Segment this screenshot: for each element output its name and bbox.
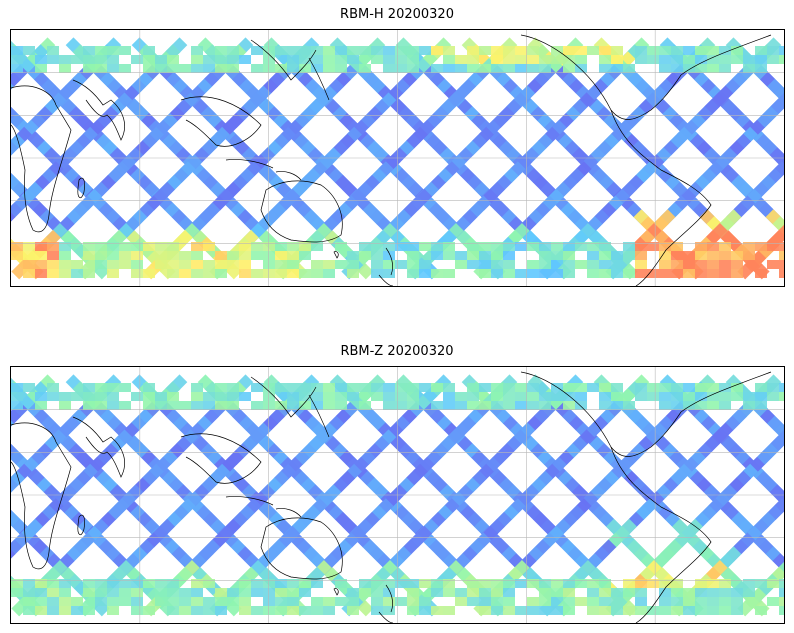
swath-map-rbm-h (11, 30, 784, 286)
coastlines (11, 34, 772, 286)
gridlines (11, 30, 784, 286)
panel-title-rbm-z: RBM-Z 20200320 (340, 344, 454, 359)
map-frame-rbm-z (10, 366, 785, 624)
panel-title-rbm-h: RBM-H 20200320 (340, 7, 454, 22)
coastlines (11, 371, 772, 623)
gridlines (11, 367, 784, 623)
map-frame-rbm-h (10, 29, 785, 287)
swath-map-rbm-z (11, 367, 784, 623)
satellite-swaths (11, 37, 784, 280)
satellite-swaths (11, 374, 784, 617)
